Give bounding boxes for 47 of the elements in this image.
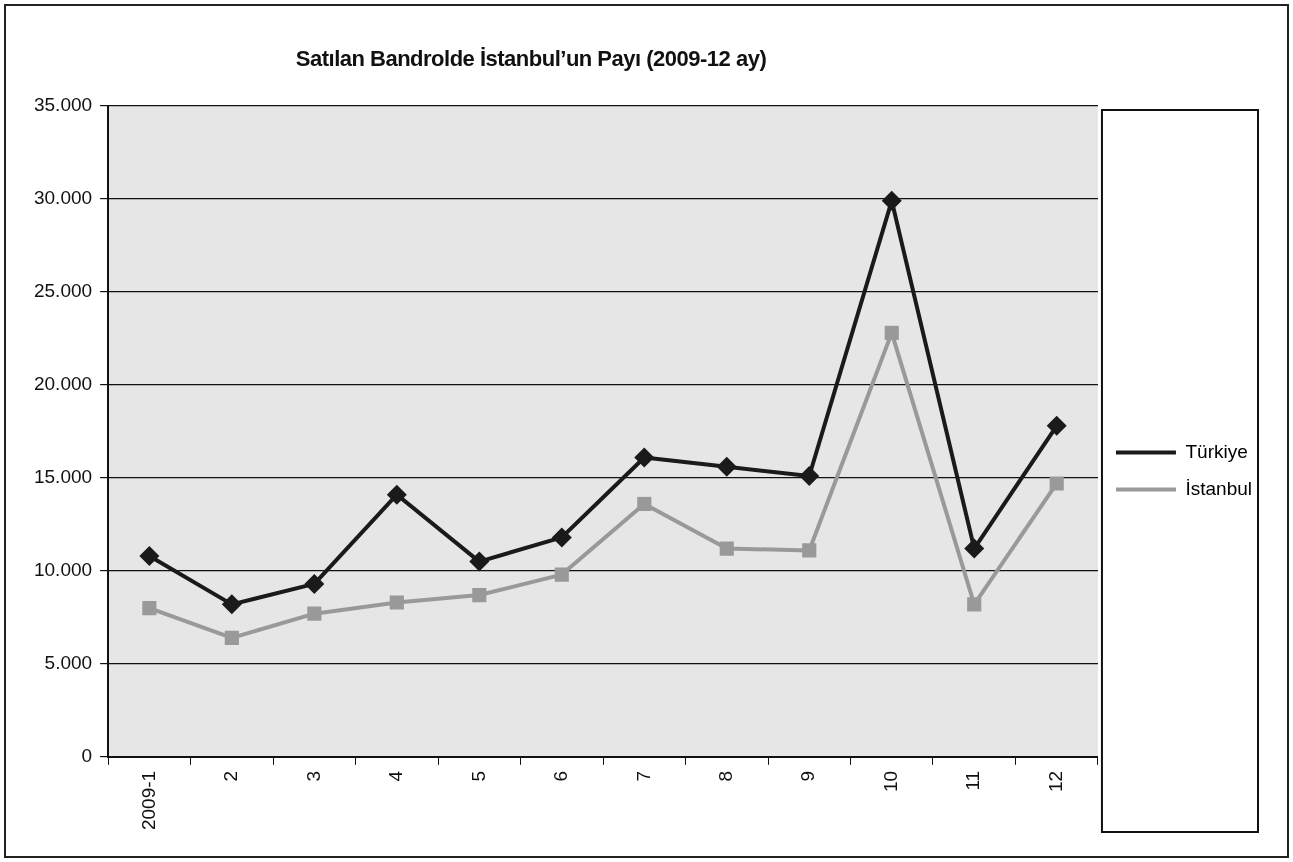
point	[221, 594, 242, 615]
y-tick-label: 25.000	[33, 280, 93, 302]
point	[881, 190, 902, 211]
x-tick-label: 12	[1044, 770, 1066, 792]
point	[884, 325, 899, 340]
legend-label: İstanbul	[1185, 477, 1252, 499]
point	[307, 606, 322, 621]
x-tick-label: 11	[962, 770, 984, 791]
y-tick-label: 15.000	[33, 466, 93, 488]
point	[637, 496, 652, 512]
point	[799, 466, 820, 487]
x-tick-label: 7	[632, 770, 654, 782]
y-tick-label: 35.000	[33, 94, 93, 116]
point	[967, 597, 982, 612]
x-tick-label: 10	[879, 770, 901, 792]
x-tick-label: 5	[467, 770, 489, 782]
x-tick-label: 4	[385, 770, 407, 782]
x-tick-label: 3	[302, 770, 324, 782]
point	[389, 595, 404, 610]
point	[304, 573, 325, 594]
point	[142, 601, 157, 616]
x-tick-label: 2009-1	[137, 770, 159, 831]
point	[386, 484, 407, 505]
x-tick-label: 9	[797, 770, 819, 782]
point	[554, 567, 569, 582]
x-tick-label: 8	[715, 770, 736, 782]
chart-title: Satılan Bandrolde İstanbul’un Payı (2009-12 ay)	[294, 46, 768, 72]
point	[224, 630, 239, 645]
x-tick-label: 6	[550, 770, 572, 782]
point	[1046, 415, 1067, 436]
point	[1049, 476, 1064, 491]
point	[139, 546, 160, 567]
point	[716, 456, 737, 477]
y-tick-label: 30.000	[33, 187, 93, 209]
point	[469, 551, 490, 572]
y-tick-label: 20.000	[33, 373, 93, 395]
point	[719, 541, 734, 556]
point	[964, 538, 985, 559]
point	[634, 447, 655, 468]
point	[472, 587, 487, 603]
x-tick-label: 2	[220, 770, 242, 782]
point	[551, 527, 572, 548]
point	[802, 543, 817, 558]
y-tick-label: 5.000	[44, 652, 93, 674]
y-tick-label: 10.000	[33, 559, 93, 581]
legend-label: Türkiye	[1185, 440, 1248, 462]
y-tick-label: 0	[81, 745, 93, 767]
